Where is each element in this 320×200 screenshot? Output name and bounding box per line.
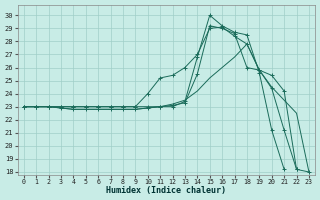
X-axis label: Humidex (Indice chaleur): Humidex (Indice chaleur): [106, 186, 226, 195]
